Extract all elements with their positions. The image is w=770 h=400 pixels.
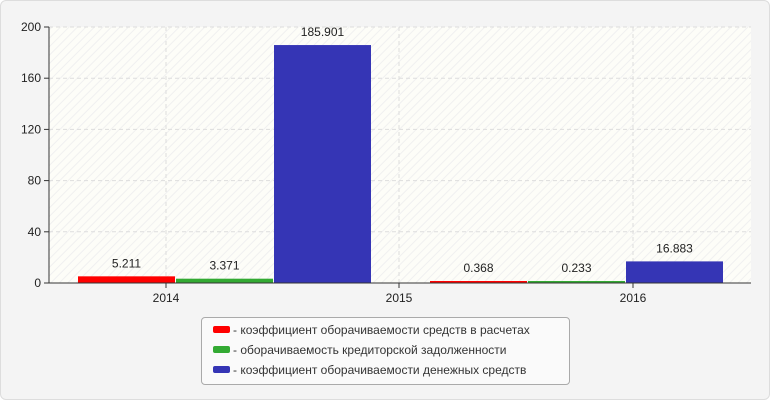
- data-label: 16.883: [656, 241, 693, 255]
- y-tick-label: 200: [21, 20, 41, 34]
- data-label: 5.211: [112, 256, 141, 270]
- bar: [78, 276, 175, 283]
- y-tick-label: 120: [21, 122, 41, 136]
- bar: [274, 45, 371, 283]
- legend-label: - оборачиваемость кредиторской задолженн…: [233, 343, 507, 357]
- bar-chart: 0 40 80 120 160 200 2014 2015 2016 5.211 0.368 3.37…: [21, 20, 751, 305]
- plot-area: [49, 27, 751, 283]
- y-tick-label: 0: [34, 276, 41, 290]
- bar: [176, 278, 273, 283]
- legend: - коэффициент оборачиваемости средств в …: [201, 317, 570, 385]
- bar: [626, 261, 723, 283]
- legend-swatch: [213, 346, 230, 353]
- legend-swatch: [213, 366, 230, 373]
- legend-item: - коэффициент оборачиваемости средств в …: [213, 323, 530, 338]
- data-label: 0.233: [561, 261, 591, 275]
- y-tick-label: 40: [28, 225, 42, 239]
- legend-label: - коэффициент оборачиваемости средств в …: [233, 323, 530, 337]
- y-tick-label: 160: [21, 71, 41, 85]
- data-label: 0.368: [463, 261, 493, 275]
- data-label: 3.371: [209, 259, 239, 273]
- x-tick-label: 2016: [620, 291, 647, 305]
- bar: [528, 281, 625, 283]
- data-label: 185.901: [301, 25, 345, 39]
- legend-swatch: [213, 326, 230, 333]
- legend-item: - оборачиваемость кредиторской задолженн…: [213, 343, 506, 358]
- x-tick-label: 2014: [153, 291, 180, 305]
- legend-label: - коэффициент оборачиваемости денежных с…: [233, 363, 527, 377]
- x-tick-label: 2015: [386, 291, 413, 305]
- legend-item: - коэффициент оборачиваемости денежных с…: [213, 363, 526, 378]
- bar: [430, 281, 527, 283]
- y-tick-label: 80: [28, 174, 42, 188]
